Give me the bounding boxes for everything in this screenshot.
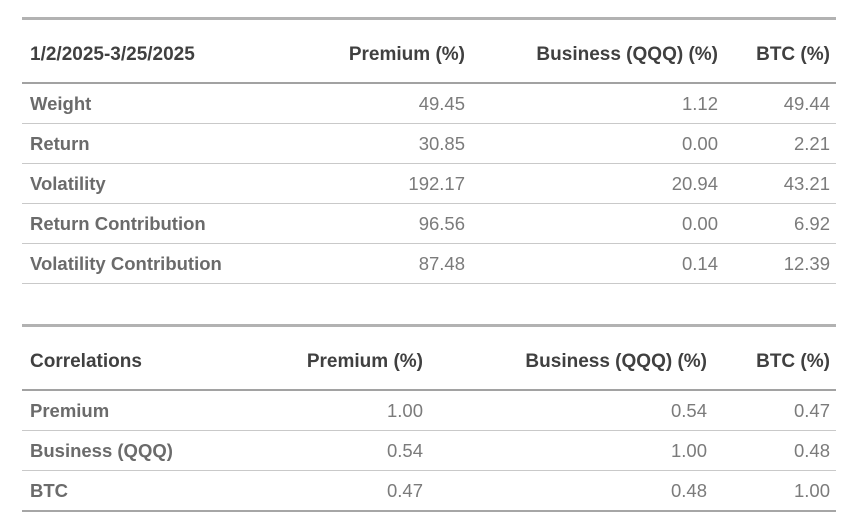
row-label: Weight (22, 83, 272, 124)
cell-btc: 43.21 (724, 163, 836, 204)
cell-business: 0.00 (471, 123, 724, 164)
table-row: Weight 49.45 1.12 49.44 (22, 83, 836, 124)
row-label: Volatility Contribution (22, 243, 272, 284)
cell-business: 1.12 (471, 83, 724, 124)
row-label: BTC (22, 470, 272, 512)
cell-business: 0.00 (471, 203, 724, 244)
cell-premium: 96.56 (272, 203, 471, 244)
cell-btc: 2.21 (724, 123, 836, 164)
cell-business: 0.14 (471, 243, 724, 284)
cell-premium: 192.17 (272, 163, 471, 204)
cell-btc: 49.44 (724, 83, 836, 124)
table-header-row: Correlations Premium (%) Business (QQQ) … (22, 325, 836, 391)
cell-btc: 0.47 (713, 390, 836, 431)
cell-premium: 87.48 (272, 243, 471, 284)
table-row: Premium 1.00 0.54 0.47 (22, 390, 836, 431)
table-row: Volatility Contribution 87.48 0.14 12.39 (22, 243, 836, 284)
cell-btc: 0.48 (713, 430, 836, 471)
cell-premium: 49.45 (272, 83, 471, 124)
cell-business: 1.00 (429, 430, 713, 471)
cell-business: 20.94 (471, 163, 724, 204)
col-header-correlations: Correlations (22, 325, 272, 391)
row-label: Premium (22, 390, 272, 431)
table-header-row: 1/2/2025-3/25/2025 Premium (%) Business … (22, 18, 836, 84)
cell-premium: 0.47 (272, 470, 429, 512)
table-row: Volatility 192.17 20.94 43.21 (22, 163, 836, 204)
cell-btc: 12.39 (724, 243, 836, 284)
col-header-btc: BTC (%) (724, 18, 836, 84)
cell-business: 0.54 (429, 390, 713, 431)
row-label: Business (QQQ) (22, 430, 272, 471)
cell-btc: 6.92 (724, 203, 836, 244)
performance-table: 1/2/2025-3/25/2025 Premium (%) Business … (22, 17, 836, 284)
col-header-period: 1/2/2025-3/25/2025 (22, 18, 272, 84)
col-header-btc: BTC (%) (713, 325, 836, 391)
cell-btc: 1.00 (713, 470, 836, 512)
col-header-premium: Premium (%) (272, 18, 471, 84)
col-header-premium: Premium (%) (272, 325, 429, 391)
row-label: Return Contribution (22, 203, 272, 244)
table-row: Business (QQQ) 0.54 1.00 0.48 (22, 430, 836, 471)
col-header-business: Business (QQQ) (%) (471, 18, 724, 84)
row-label: Volatility (22, 163, 272, 204)
correlations-table: Correlations Premium (%) Business (QQQ) … (22, 324, 836, 512)
cell-premium: 1.00 (272, 390, 429, 431)
cell-premium: 0.54 (272, 430, 429, 471)
row-label: Return (22, 123, 272, 164)
table-row: Return Contribution 96.56 0.00 6.92 (22, 203, 836, 244)
cell-premium: 30.85 (272, 123, 471, 164)
cell-business: 0.48 (429, 470, 713, 512)
table-row: BTC 0.47 0.48 1.00 (22, 470, 836, 512)
table-row: Return 30.85 0.00 2.21 (22, 123, 836, 164)
col-header-business: Business (QQQ) (%) (429, 325, 713, 391)
